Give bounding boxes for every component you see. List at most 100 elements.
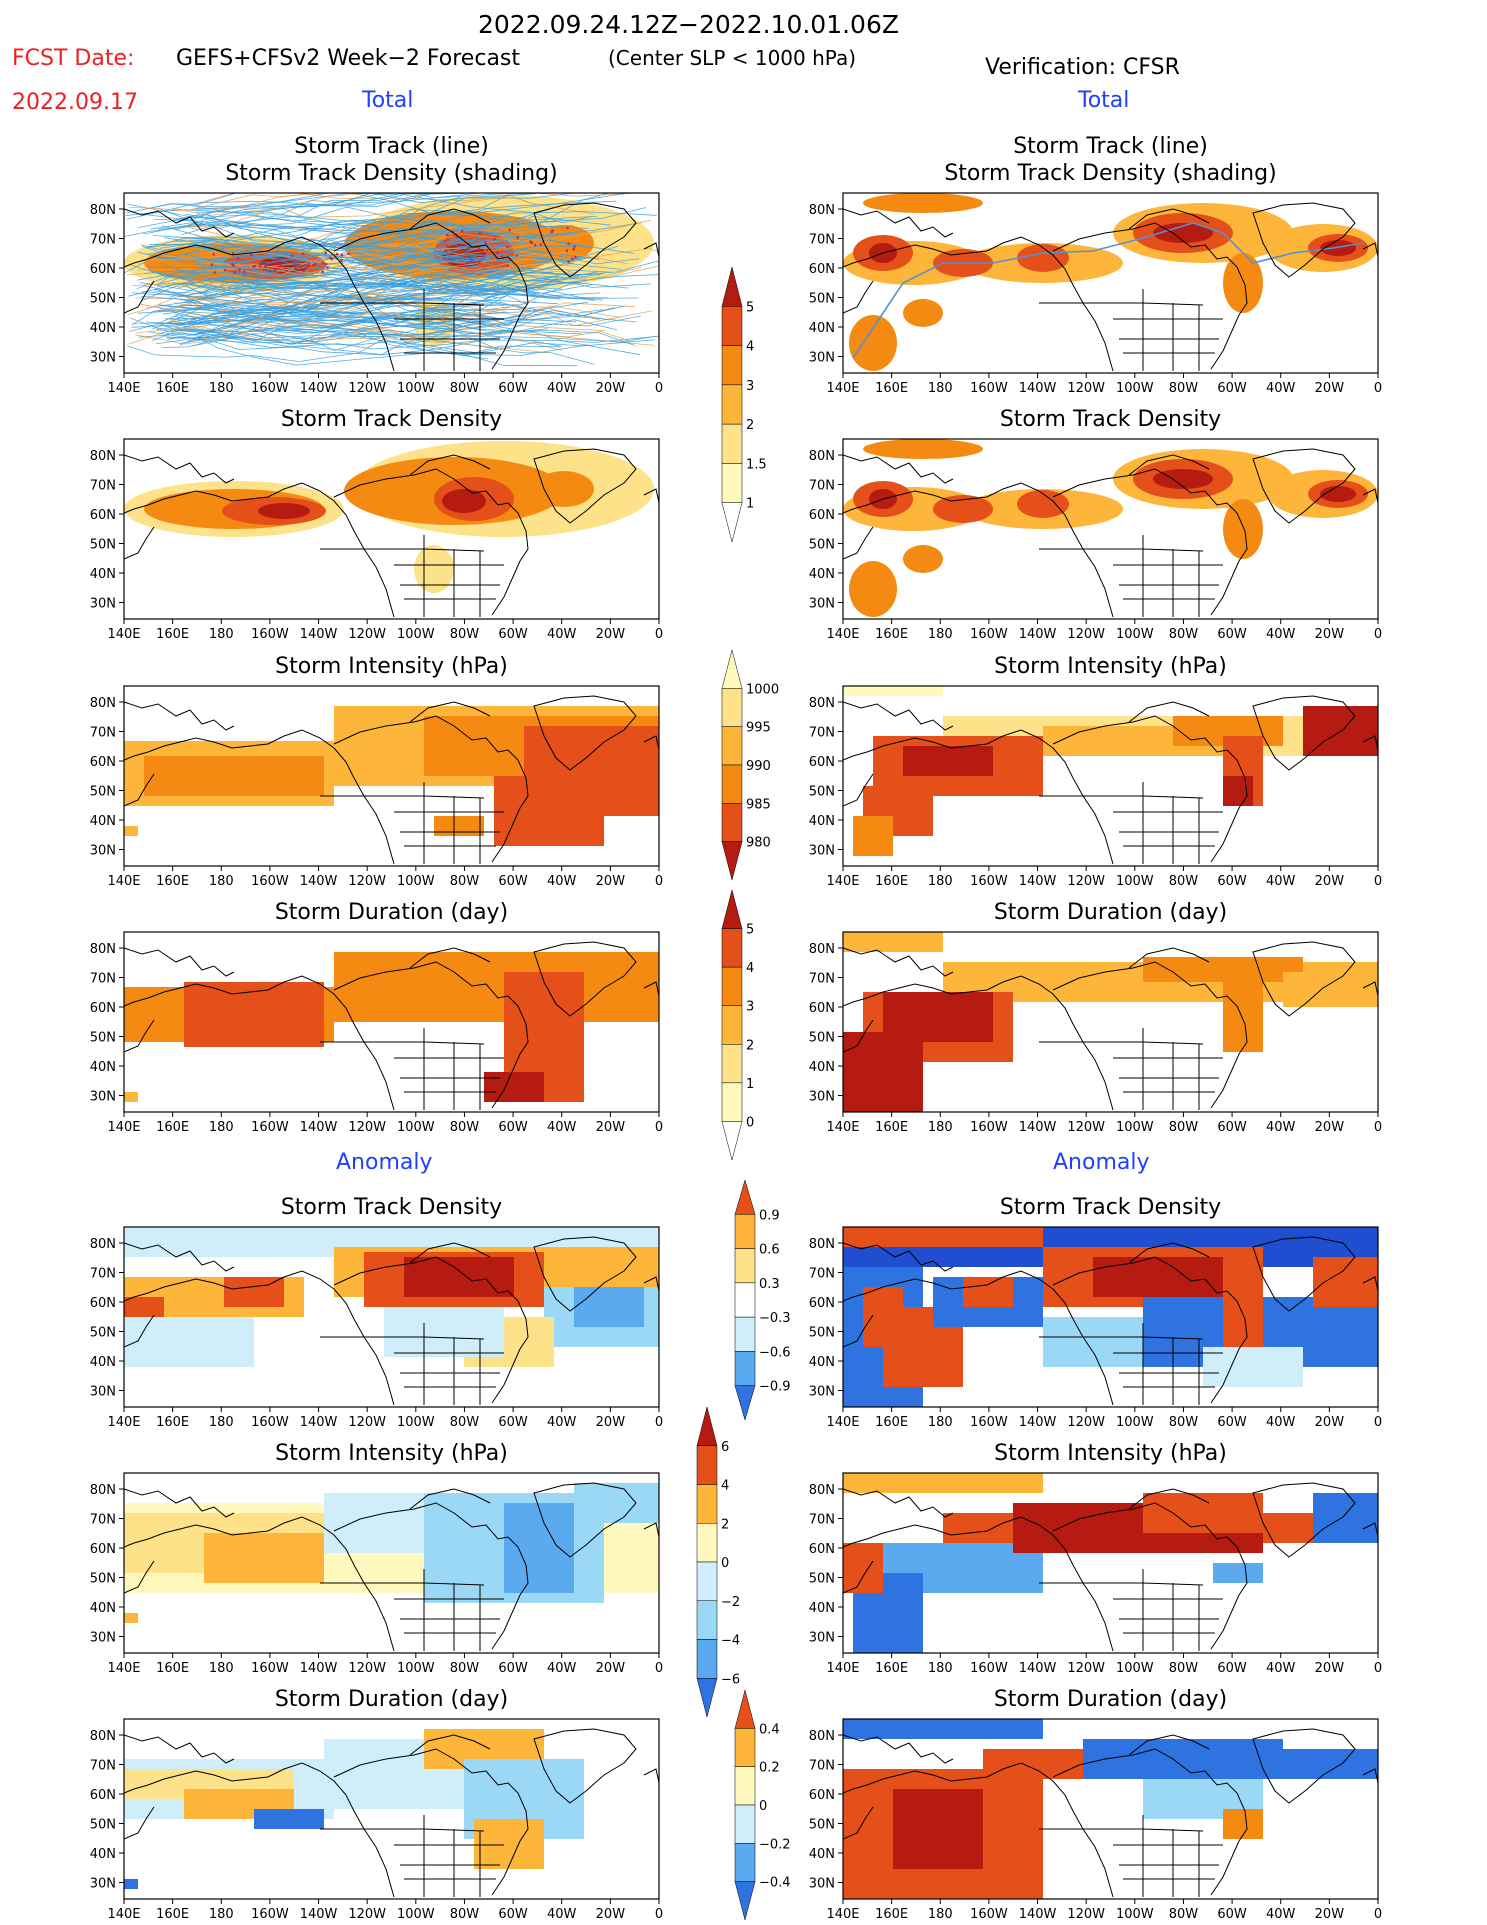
track-point xyxy=(467,246,470,249)
colorbar-label: 0 xyxy=(721,1556,729,1571)
lon-label: 140E xyxy=(107,627,140,642)
panel-frame xyxy=(842,192,1379,374)
coastline-0 xyxy=(843,947,954,977)
lon-label: 180 xyxy=(209,1120,234,1135)
track-point xyxy=(321,270,324,273)
shade-blob xyxy=(1017,244,1069,272)
storm-track-line xyxy=(142,216,597,257)
lat-label: 30N xyxy=(90,844,116,859)
panel-frame xyxy=(123,685,660,867)
colorbar-cap xyxy=(696,1406,718,1446)
lon-label: 140W xyxy=(300,874,338,889)
map-panel: Storm Intensity (hPa) 80N 70N 60N 50N 40N 30N 1… xyxy=(809,654,1382,889)
coastline-4 xyxy=(333,715,529,863)
track-point xyxy=(259,265,262,268)
shade-cell xyxy=(843,686,943,696)
shade-cell xyxy=(504,1503,574,1593)
lat-label: 60N xyxy=(90,508,116,523)
coastline-7 xyxy=(643,1276,659,1292)
track-point xyxy=(508,228,511,232)
coastline-8 xyxy=(1039,1582,1204,1586)
storm-track-line xyxy=(185,262,574,302)
coastline-1 xyxy=(843,1516,1074,1566)
coastline-9 xyxy=(394,1815,504,1897)
track-point xyxy=(231,251,235,255)
shade-blob xyxy=(849,561,897,617)
storm-track-line xyxy=(156,265,564,286)
lon-label: 160W xyxy=(970,1661,1008,1676)
lon-label: 80W xyxy=(450,1661,480,1676)
panel-frame xyxy=(842,1472,1379,1654)
lon-label: 180 xyxy=(928,381,953,396)
lat-label: 60N xyxy=(809,1296,835,1311)
lon-label: 140E xyxy=(107,1120,140,1135)
lon-label: 100W xyxy=(397,627,435,642)
storm-track-line xyxy=(125,193,652,216)
storm-track-line xyxy=(152,295,529,341)
coastline-4 xyxy=(333,1256,529,1404)
lon-label: 20W xyxy=(596,1120,626,1135)
colorbar-swatch xyxy=(721,688,743,727)
coastline-7 xyxy=(643,1522,659,1538)
storm-track-line xyxy=(183,220,520,252)
lat-label: 50N xyxy=(90,1326,116,1341)
shade-cell xyxy=(1213,1563,1263,1583)
lat-label: 30N xyxy=(809,844,835,859)
lon-label: 0 xyxy=(1374,1120,1382,1135)
colorbar-swatch xyxy=(734,1316,756,1352)
lat-label: 70N xyxy=(809,726,835,741)
storm-track-line xyxy=(195,193,575,210)
lon-label: 160W xyxy=(251,627,289,642)
colorbar-label: 980 xyxy=(746,836,771,851)
lon-label: 40W xyxy=(1266,381,1296,396)
lon-label: 140W xyxy=(1019,1120,1057,1135)
lon-label: 20W xyxy=(1315,381,1345,396)
lon-label: 140E xyxy=(826,1661,859,1676)
track-point xyxy=(506,245,509,249)
lon-label: 160E xyxy=(875,1907,908,1922)
map-panel: Storm Track (line)Storm Track Density (s… xyxy=(90,134,663,396)
colorbar-label: −0.6 xyxy=(759,1345,791,1360)
coastline-2 xyxy=(124,1806,155,1840)
storm-track-line xyxy=(137,283,502,316)
shade-cell xyxy=(843,1032,923,1112)
lon-label: 100W xyxy=(1116,874,1154,889)
panel-title: Storm Duration (day) xyxy=(275,900,508,925)
coastline-6 xyxy=(533,1236,637,1312)
track-point xyxy=(572,247,575,251)
coastline-3 xyxy=(1072,1564,1114,1652)
panel-frame xyxy=(842,931,1379,1113)
track-point xyxy=(539,243,543,246)
colorbar-swatch xyxy=(734,1248,756,1284)
coastline-6 xyxy=(1252,1728,1356,1804)
lat-label: 60N xyxy=(809,508,835,523)
map-panel: Storm Track Density 80N 70N 60N 50N 40N 30N 140… xyxy=(809,407,1382,642)
lon-label: 160W xyxy=(970,1415,1008,1430)
criteria-label: (Center SLP < 1000 hPa) xyxy=(608,46,856,70)
lon-label: 60W xyxy=(498,874,528,889)
coastline-1 xyxy=(124,482,355,532)
lon-label: 160E xyxy=(875,1415,908,1430)
lon-label: 80W xyxy=(1169,381,1199,396)
coastline-6 xyxy=(1252,941,1356,1017)
lon-label: 20W xyxy=(596,381,626,396)
lat-label: 30N xyxy=(809,1385,835,1400)
shade-cell xyxy=(144,756,324,796)
lat-label: 80N xyxy=(90,449,116,464)
coastline-2 xyxy=(124,1560,155,1594)
coastline-1 xyxy=(124,1516,355,1566)
coastline-2 xyxy=(843,280,874,314)
track-point xyxy=(485,249,489,252)
lon-label: 60W xyxy=(498,381,528,396)
lon-label: 120W xyxy=(348,1907,386,1922)
lon-label: 40W xyxy=(1266,1120,1296,1135)
storm-track-line xyxy=(183,193,547,228)
lat-label: 30N xyxy=(809,1631,835,1646)
track-point xyxy=(326,266,329,269)
lon-label: 20W xyxy=(1315,1907,1345,1922)
lon-label: 120W xyxy=(1067,381,1105,396)
map-panel: Storm Intensity (hPa) 80N 70N 60N 50N 40N 30N 1… xyxy=(90,1441,663,1676)
coastline-0 xyxy=(843,1488,954,1518)
track-point xyxy=(444,249,448,252)
colorbar-label: −6 xyxy=(721,1672,740,1687)
